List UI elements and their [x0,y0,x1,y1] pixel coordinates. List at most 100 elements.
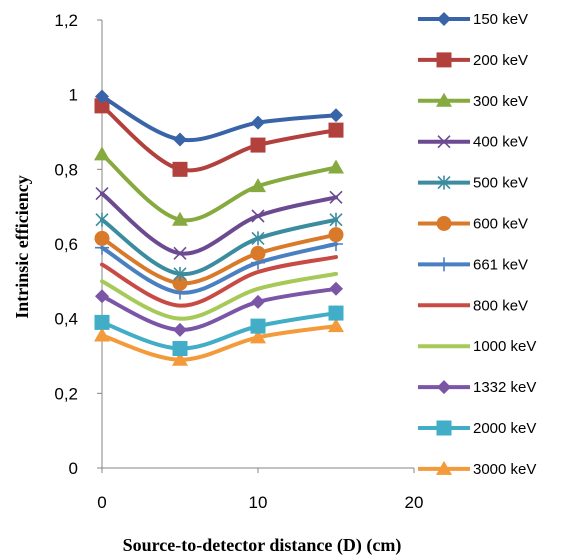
data-point [173,246,187,260]
legend-item-3000-kev: 3000 keV [418,460,536,478]
data-point [328,227,344,243]
legend-marker [437,175,451,190]
legend-item-400-kev: 400 keV [418,134,528,151]
data-point [172,351,188,366]
series-line [100,191,338,256]
data-point [250,245,266,261]
axes: 0 0,2 0,4 0,6 0,8 1 1,2 0 10 20 [54,11,423,512]
legend-label: 200 keV [473,52,528,69]
data-point [251,231,265,246]
y-tick-label: 1 [69,86,78,105]
series-line [100,232,338,286]
data-point [94,314,110,330]
legend-label: 300 keV [473,93,528,110]
data-point [250,178,266,193]
x-tick-label: 0 [97,493,106,512]
data-point [251,294,265,309]
legend-item-800-kev: 800 keV [418,297,528,314]
series-line [100,255,338,308]
x-axis-title: Source-to-detector distance (D) (cm) [123,535,402,556]
series-300-kev [94,146,344,226]
series-3000-kev [94,318,344,366]
series-400-kev [95,187,343,260]
legend-label: 400 keV [473,134,528,151]
series-1332-kev [95,281,343,337]
y-tick-label: 0,8 [54,160,78,179]
x-tick-label: 10 [249,493,268,512]
data-point [173,132,187,147]
series-line [100,286,338,332]
y-axis-title: Intrinsic efficiency [12,175,32,318]
legend-label: 800 keV [473,297,528,314]
data-point [172,161,188,177]
data-point [328,305,344,321]
series-line [100,152,338,223]
series-line [100,94,338,143]
series-line [100,242,338,295]
series-600-kev [94,227,344,291]
legend-item-1332-kev: 1332 keV [418,379,536,396]
data-point [329,190,343,204]
x-tick-label: 20 [405,493,424,512]
data-point [94,230,110,246]
legend-marker [437,12,451,26]
series-group [94,89,344,366]
data-point [94,327,110,342]
data-point [328,318,344,333]
legend-label: 1332 keV [473,379,536,396]
data-point [94,146,110,161]
data-point [173,266,187,281]
legend-marker [436,216,452,231]
data-point [172,275,188,291]
data-point [95,187,109,201]
series-1000-kev [100,271,338,321]
legend-label: 2000 keV [473,420,536,437]
data-point [328,122,344,138]
data-point [172,211,188,226]
legend-marker [436,420,452,436]
legend: 150 keV 200 keV 300 keV 400 keV 500 keV 600 k… [418,11,536,478]
legend-marker [437,135,451,149]
legend-label: 1000 keV [473,338,536,355]
series-200-kev [94,98,344,177]
legend-marker [436,92,452,107]
data-point [329,108,343,123]
y-tick-label: 0 [69,459,78,478]
series-2000-kev [94,305,344,357]
y-tick-label: 0,6 [54,235,78,254]
data-point [329,212,343,227]
legend-marker [436,460,452,475]
legend-marker [437,380,451,395]
legend-item-300-kev: 300 keV [418,92,528,110]
data-point [173,322,187,337]
series-line [100,217,338,276]
legend-item-661-kev: 661 keV [418,256,528,273]
legend-item-500-kev: 500 keV [418,175,528,192]
data-point [328,159,344,174]
legend-item-2000-kev: 2000 keV [418,420,536,437]
legend-label: 3000 keV [473,461,536,478]
series-150-kev [95,89,343,147]
data-point [251,115,265,130]
legend-item-1000-kev: 1000 keV [418,338,536,355]
series-500-kev [95,212,343,281]
legend-label: 600 keV [473,216,528,233]
series-line [100,103,338,173]
series-line [100,271,338,321]
data-point [95,212,109,227]
legend-marker [437,257,451,272]
legend-label: 661 keV [473,256,528,273]
data-point [94,98,110,114]
data-point [329,281,343,296]
series-line [100,324,338,362]
legend-item-200-kev: 200 keV [418,52,528,69]
data-point [250,329,266,344]
legend-item-600-kev: 600 keV [418,216,528,233]
legend-label: 500 keV [473,175,528,192]
legend-marker [436,52,452,68]
y-tick-label: 0,2 [54,384,78,403]
legend-label: 150 keV [473,11,528,28]
data-point [250,137,266,153]
series-line [100,311,338,351]
